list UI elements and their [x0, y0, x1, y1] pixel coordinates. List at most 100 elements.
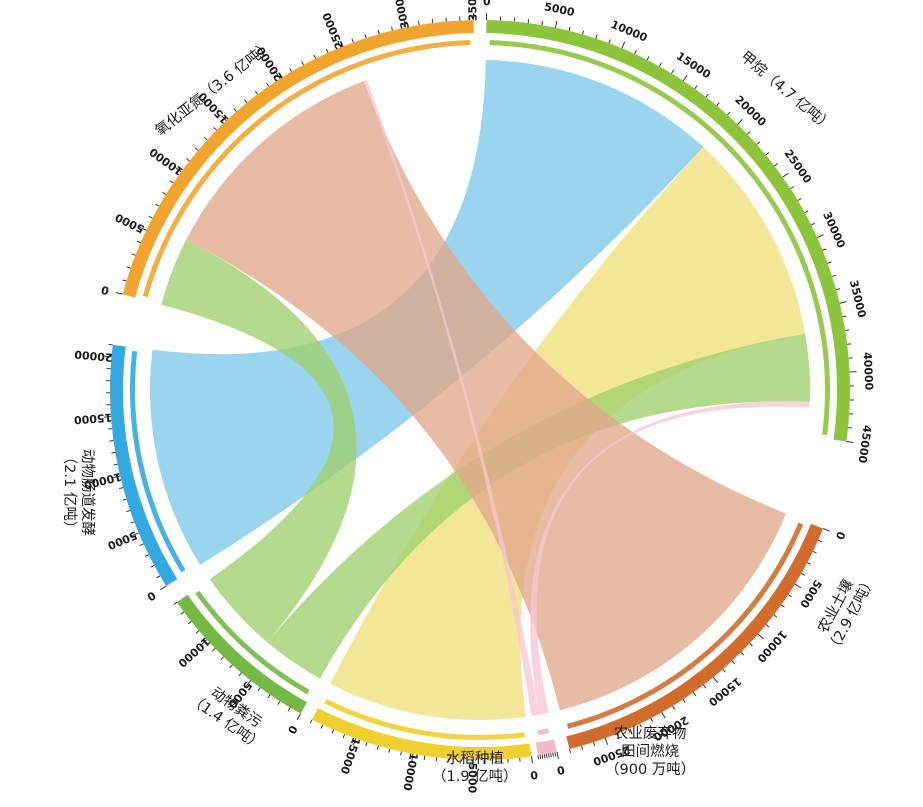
ribbon-manure-ch4: [267, 333, 810, 679]
tick-burn-400: [548, 753, 550, 758]
tick-manure-0: [296, 713, 302, 720]
tick-label-ch4-10000: 10000: [609, 18, 650, 45]
tick-manure-7000: [229, 664, 233, 669]
tick-n2o-31000: [418, 21, 420, 26]
tick-n2o-15000: [221, 115, 227, 121]
tick-manure-14000: [173, 601, 178, 605]
tick-n2o-30000: [403, 20, 407, 28]
tick-n2o-11000: [186, 158, 190, 162]
tick-rice-16000: [342, 734, 345, 739]
tick-n2o-3000: [131, 253, 136, 256]
tick-soil-4000: [801, 573, 806, 576]
tick-burn-200: [552, 752, 554, 757]
tick-enteric-3000: [144, 554, 149, 557]
tick-enteric-1000: [156, 575, 161, 579]
tick-n2o-23000: [313, 54, 317, 59]
tick-n2o-27000: [364, 33, 367, 39]
tick-ch4-33000: [832, 274, 837, 277]
tick-label-rice-15000: 15000: [337, 735, 362, 776]
tick-soil-14000: [722, 668, 726, 673]
tick-label-ch4-15000: 15000: [674, 49, 713, 81]
arc-rice: [312, 708, 532, 760]
tick-enteric-7000: [126, 510, 131, 513]
tick-manure-5000: [246, 680, 252, 687]
tick-n2o-2000: [126, 266, 131, 269]
label-burn: 农业废弃物 田间燃烧 （900 万吨）: [605, 726, 696, 778]
tick-ch4-4000: [541, 21, 543, 26]
tick-n2o-8000: [162, 191, 167, 195]
tick-soil-9000: [765, 624, 770, 628]
tick-soil-1000: [818, 539, 823, 543]
tick-rice-9000: [423, 755, 426, 760]
tick-ch4-7000: [582, 30, 585, 35]
tick-ch4-10000: [621, 41, 626, 49]
tick-soil-16000: [703, 684, 707, 689]
tick-label-enteric-0: 0: [144, 588, 158, 603]
tick-soil-25000: [604, 738, 609, 745]
tick-soil-3000: [807, 562, 812, 565]
tick-ch4-45000: [846, 441, 854, 443]
tick-ch4-13000: [659, 62, 662, 67]
tick-label-enteric-15000: 15000: [73, 411, 112, 427]
tick-rice-14000: [365, 742, 368, 747]
tick-soil-23000: [627, 728, 631, 733]
ribbon-soil-n2o: [186, 81, 786, 711]
inner-ring-enteric: [129, 350, 186, 573]
tick-soil-22000: [639, 723, 642, 728]
tick-label-ch4-40000: 40000: [861, 352, 876, 391]
tick-soil-17000: [692, 692, 697, 696]
tick-enteric-15000: [103, 416, 111, 418]
tick-manure-2000: [277, 701, 281, 705]
tick-soil-20000: [661, 712, 666, 719]
tick-label-soil-15000: 15000: [706, 675, 744, 709]
tick-rice-17000: [331, 729, 334, 734]
tick-soil-27000: [581, 745, 584, 750]
tick-n2o-19000: [266, 82, 270, 87]
tick-label-rice-5000: 5000: [465, 762, 479, 793]
tick-burn-300: [550, 753, 552, 758]
tick-enteric-9000: [119, 487, 124, 490]
ribbon-manure-n2o: [161, 239, 357, 643]
inner-ring-n2o: [142, 40, 471, 298]
tick-label-ch4-30000: 30000: [820, 210, 848, 251]
tick-n2o-9000: [169, 180, 174, 184]
tick-enteric-12000: [111, 451, 116, 454]
tick-n2o-14000: [213, 127, 217, 131]
tick-label-ch4-25000: 25000: [781, 147, 814, 186]
tick-n2o-20000: [275, 72, 281, 79]
tick-label-enteric-5000: 5000: [105, 528, 139, 552]
tick-manure-13000: [180, 611, 185, 615]
tick-label-ch4-5000: 5000: [543, 0, 576, 19]
tick-manure-9000: [211, 648, 216, 652]
tick-soil-11000: [749, 643, 753, 647]
tick-label-soil-5000: 5000: [797, 577, 824, 610]
tick-n2o-4000: [136, 240, 141, 244]
tick-ch4-29000: [810, 222, 815, 226]
tick-soil-21000: [650, 717, 654, 722]
tick-soil-0: [822, 528, 830, 532]
tick-rice-10000: [411, 753, 414, 761]
tick-manure-4000: [257, 687, 261, 692]
ribbons-layer: [150, 60, 810, 720]
tick-soil-5000: [794, 583, 802, 589]
tick-label-n2o-10000: 10000: [147, 145, 186, 178]
tick-manure-6000: [238, 672, 242, 677]
tick-soil-10000: [757, 633, 764, 640]
tick-ch4-6000: [568, 26, 571, 31]
tick-ch4-31000: [822, 248, 827, 251]
tick-soil-19000: [672, 705, 676, 710]
tick-n2o-7000: [155, 203, 160, 207]
tick-burn-0: [556, 751, 559, 759]
tick-ch4-5000: [555, 20, 558, 28]
tick-ch4-21000: [747, 131, 751, 135]
tick-n2o-26000: [351, 38, 354, 43]
inner-ring-manure: [195, 590, 310, 695]
tick-n2o-22000: [301, 61, 304, 66]
tick-manure-10000: [201, 639, 208, 645]
tick-ch4-27000: [797, 198, 802, 201]
tick-label-ch4-35000: 35000: [847, 279, 869, 320]
ribbon-burn-n2o: [363, 79, 540, 716]
tick-ch4-19000: [727, 111, 731, 116]
tick-rice-15000: [352, 738, 357, 746]
